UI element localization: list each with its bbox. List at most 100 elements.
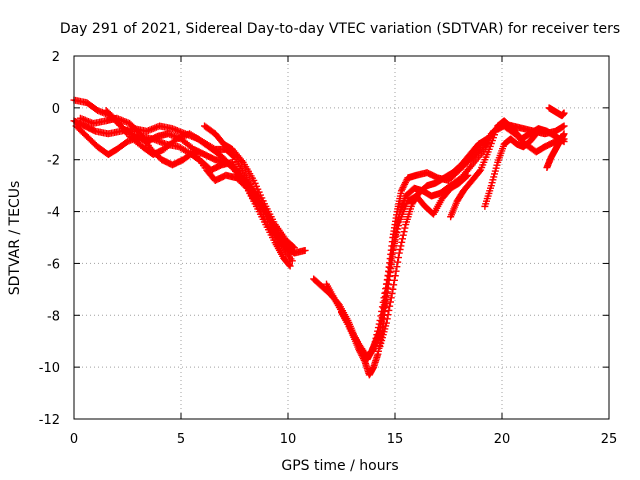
data-point — [398, 235, 406, 243]
data-point — [374, 327, 382, 335]
grid-lines — [74, 56, 609, 419]
series-trace-13 — [543, 130, 568, 171]
data-point — [360, 356, 368, 364]
data-point — [378, 307, 386, 315]
y-tick-label: -4 — [47, 206, 60, 221]
data-point — [392, 232, 400, 240]
data-point — [383, 276, 391, 284]
data-point — [390, 281, 398, 289]
y-tick-label: 2 — [52, 50, 60, 65]
data-point — [476, 167, 484, 175]
data-point — [398, 185, 406, 193]
x-tick-label: 15 — [387, 432, 404, 447]
data-point — [374, 324, 382, 332]
data-point — [467, 163, 475, 171]
y-axis-ticks: 2 0 -2 -4 -6 -8 -10 -12 — [39, 50, 609, 428]
data-point — [372, 334, 380, 342]
data-point — [396, 245, 404, 253]
data-point — [382, 285, 390, 293]
data-point — [560, 109, 568, 117]
data-point — [483, 135, 491, 143]
series-trace-14 — [545, 104, 568, 120]
data-point — [464, 171, 472, 179]
data-point — [389, 285, 397, 293]
data-point — [380, 294, 388, 302]
data-point — [531, 131, 539, 139]
data-point — [378, 303, 386, 311]
data-point — [301, 246, 309, 254]
data-point — [401, 224, 409, 232]
data-point — [390, 239, 398, 247]
data-point — [401, 180, 409, 188]
data-point — [382, 280, 390, 288]
data-point — [369, 346, 377, 354]
data-point — [386, 298, 394, 306]
data-point — [395, 249, 403, 257]
data-point — [394, 254, 402, 262]
data-point — [385, 268, 393, 276]
y-tick-label: -10 — [39, 361, 60, 376]
series-trace-6 — [201, 122, 298, 252]
data-point — [560, 122, 568, 130]
data-point — [359, 355, 367, 363]
data-point — [386, 263, 394, 271]
data-point — [289, 243, 297, 251]
data-point — [390, 276, 398, 284]
data-point — [387, 255, 395, 263]
data-point — [385, 306, 393, 314]
plot-frame — [73, 55, 610, 420]
data-point — [383, 315, 391, 323]
y-tick-label: -2 — [47, 154, 60, 169]
data-point — [285, 261, 293, 269]
data-point — [389, 246, 397, 254]
y-tick-label: -8 — [47, 309, 60, 324]
data-point — [371, 338, 379, 346]
data-point — [288, 257, 296, 265]
y-tick-label: -12 — [39, 413, 60, 428]
data-point — [393, 263, 401, 271]
data-point — [560, 130, 568, 138]
data-point — [370, 341, 378, 349]
x-tick-label: 10 — [280, 432, 297, 447]
data-point — [402, 177, 410, 185]
data-point — [391, 272, 399, 280]
data-point — [377, 312, 385, 320]
data-point — [379, 298, 387, 306]
data-point — [376, 316, 384, 324]
data-point — [394, 258, 402, 266]
data-point — [390, 243, 398, 251]
data-point — [400, 228, 408, 236]
chart-title: Day 291 of 2021, Sidereal Day-to-day VTE… — [60, 21, 620, 37]
data-point — [290, 244, 298, 252]
data-point — [391, 236, 399, 244]
x-tick-label: 20 — [494, 432, 511, 447]
data-point — [393, 229, 401, 237]
data-point — [394, 222, 402, 230]
data-point — [384, 272, 392, 280]
data-point — [388, 251, 396, 259]
y-tick-label: -6 — [47, 257, 60, 272]
x-tick-label: 25 — [601, 432, 618, 447]
data-point — [382, 319, 390, 327]
data-point — [387, 294, 395, 302]
data-points — [70, 96, 568, 379]
data-point — [388, 290, 396, 298]
data-point — [394, 225, 402, 233]
data-point — [400, 182, 408, 190]
data-point — [532, 130, 540, 138]
data-point — [373, 331, 381, 339]
data-point — [463, 172, 471, 180]
data-point — [238, 157, 246, 165]
y-tick-label: 0 — [52, 102, 60, 117]
data-point — [384, 311, 392, 319]
data-point — [398, 238, 406, 246]
data-point — [386, 259, 394, 267]
y-axis-label: SDTVAR / TECUs — [7, 181, 23, 296]
x-tick-label: 0 — [70, 432, 78, 447]
data-point — [386, 302, 394, 310]
series-trace-12 — [481, 130, 540, 210]
x-axis-label: GPS time / hours — [281, 458, 398, 474]
data-point — [381, 289, 389, 297]
